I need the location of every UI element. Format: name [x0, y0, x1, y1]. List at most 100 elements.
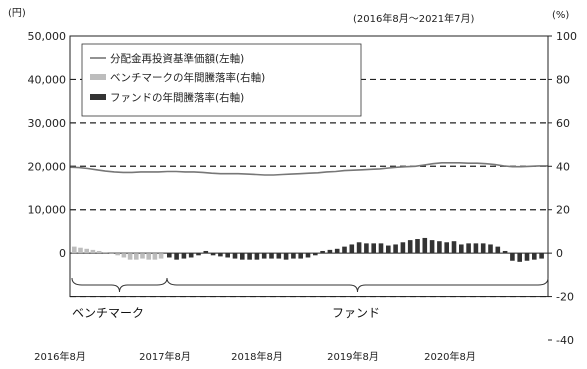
fund-bar — [276, 253, 282, 259]
legend-fund-swatch — [90, 94, 106, 100]
x-axis-ticks: 2016年8月 2017年8月 2018年8月 2019年8月 2020年8月 — [34, 350, 476, 363]
plot-frame — [69, 35, 549, 298]
nav-line — [69, 162, 548, 176]
fund-bar — [327, 249, 333, 254]
fund-bar — [429, 240, 435, 254]
fund-bar — [422, 237, 428, 254]
fund-bar — [188, 253, 194, 258]
benchmark-bar — [84, 248, 89, 254]
fund-bar — [437, 241, 442, 254]
group-braces — [71, 277, 549, 293]
right-tick-label: 40 — [556, 160, 570, 173]
legend: 分配金再投資基準価額(左軸) ベンチマークの年間騰落率(右軸) ファンドの年間騰… — [81, 43, 362, 117]
fund-bar — [298, 253, 303, 259]
right-tick-label: 20 — [556, 204, 570, 217]
fund-bar — [167, 253, 172, 258]
fund-bar — [349, 244, 355, 254]
fund-bar — [261, 253, 267, 259]
benchmark-bar — [72, 246, 77, 254]
fund-bar — [240, 253, 245, 260]
fund-bar — [283, 253, 289, 260]
fund-bar — [495, 246, 501, 254]
fund-bar — [473, 243, 479, 254]
fund-bar — [203, 250, 209, 254]
right-tick-label: 0 — [556, 247, 563, 260]
left-axis-unit: (円) — [8, 8, 26, 19]
fund-bar — [480, 243, 486, 254]
benchmark-bar — [140, 253, 145, 259]
group-brace — [166, 277, 549, 293]
right-tick-label: -20 — [556, 291, 574, 304]
fund-bar — [218, 253, 223, 257]
fund-bar — [510, 253, 515, 261]
left-tick-label: 30,000 — [28, 117, 67, 130]
fund-bar — [415, 239, 420, 254]
benchmark-bar — [103, 252, 108, 254]
x-tick-label: 2019年8月 — [327, 350, 379, 363]
benchmark-bar — [90, 249, 96, 254]
fund-bar — [334, 248, 340, 254]
benchmark-bar — [127, 253, 133, 260]
x-tick-label: 2020年8月 — [424, 350, 476, 363]
right-tick-label: 60 — [556, 117, 570, 130]
fund-bar — [459, 244, 464, 254]
legend-item-nav: 分配金再投資基準価額(左軸) — [110, 52, 244, 65]
group-label-benchmark: ベンチマーク — [72, 306, 144, 320]
fund-bar — [393, 244, 398, 254]
benchmark-bars — [72, 246, 164, 260]
fund-bar — [502, 250, 508, 254]
left-tick-label: 0 — [59, 247, 66, 260]
fund-bar — [371, 243, 376, 254]
right-axis-unit: (%) — [552, 10, 569, 21]
fund-bar — [539, 253, 544, 259]
fund-bar — [225, 253, 230, 258]
legend-benchmark-swatch — [90, 74, 106, 80]
benchmark-bar — [146, 253, 151, 260]
fund-bars — [167, 237, 544, 262]
fund-bar — [524, 253, 530, 261]
fund-bar — [444, 242, 449, 254]
benchmark-bar — [158, 253, 164, 259]
left-axis-ticks: 50,000 40,000 30,000 20,000 10,000 0 — [28, 30, 67, 260]
x-tick-label: 2018年8月 — [231, 350, 283, 363]
right-tick-label: 80 — [556, 73, 570, 86]
left-tick-label: 50,000 — [28, 30, 67, 43]
fund-bar — [378, 243, 384, 254]
fund-bar — [532, 253, 537, 260]
fund-bar — [269, 253, 274, 259]
fund-bar — [451, 241, 457, 254]
fund-bar — [386, 245, 391, 254]
fund-bar — [291, 253, 296, 259]
fund-bar — [181, 253, 187, 259]
legend-item-fund: ファンドの年間騰落率(右軸) — [110, 91, 244, 104]
left-tick-label: 40,000 — [28, 73, 67, 86]
benchmark-bar — [121, 253, 127, 258]
fund-bar — [364, 243, 369, 254]
fund-bar — [320, 250, 325, 254]
benchmark-bar — [115, 253, 120, 256]
legend-item-benchmark: ベンチマークの年間騰落率(右軸) — [110, 71, 265, 84]
right-tick-label: 100 — [556, 30, 577, 43]
left-tick-label: 20,000 — [28, 160, 67, 173]
fund-bar — [356, 242, 362, 254]
group-brace — [71, 277, 168, 293]
fund-bar — [247, 253, 252, 260]
benchmark-bar — [152, 253, 158, 260]
fund-bar — [232, 253, 238, 259]
fund-bar — [488, 244, 493, 254]
fund-bar — [210, 253, 216, 256]
benchmark-bar — [134, 253, 139, 260]
fund-bar — [517, 253, 522, 262]
benchmark-bar — [96, 250, 102, 254]
fund-bar — [407, 240, 413, 254]
x-tick-label: 2016年8月 — [34, 350, 86, 363]
right-tick-label: -40 — [556, 334, 574, 347]
group-label-fund: ファンド — [332, 306, 380, 320]
legend-box — [81, 43, 362, 117]
left-tick-label: 10,000 — [28, 204, 67, 217]
fund-bar — [174, 253, 179, 260]
fund-bar — [400, 242, 406, 254]
fund-bar — [196, 253, 201, 256]
benchmark-bar — [109, 253, 114, 254]
